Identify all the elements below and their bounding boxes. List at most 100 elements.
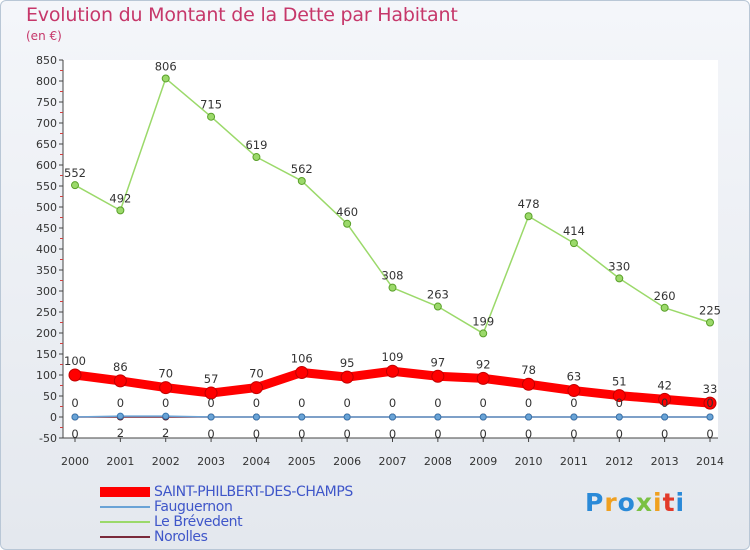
data-point: [207, 413, 215, 421]
data-point: [162, 412, 170, 420]
data-label: 70: [158, 367, 173, 381]
data-label: 478: [518, 197, 540, 211]
data-label: 63: [567, 370, 582, 384]
data-label: 0: [71, 396, 78, 410]
legend-label: Le Brévedent: [154, 513, 243, 530]
data-point: [615, 413, 623, 421]
y-tick-label: 350: [36, 264, 57, 277]
legend-swatch: [100, 486, 150, 497]
data-point: [207, 112, 216, 121]
data-point: [476, 371, 490, 385]
data-label: 106: [291, 351, 313, 365]
y-tick-label: 150: [36, 348, 57, 361]
data-point: [661, 413, 669, 421]
data-point: [569, 239, 578, 248]
data-label: 308: [382, 269, 404, 283]
chart-subtitle: (en €): [26, 29, 62, 43]
data-label: 806: [155, 59, 177, 73]
data-point: [116, 412, 124, 420]
data-point: [431, 369, 445, 383]
data-point: [525, 413, 533, 421]
x-tick-label: 2011: [560, 455, 588, 468]
data-point: [249, 381, 263, 395]
data-label: 0: [253, 396, 260, 410]
logo-letter: i: [675, 488, 686, 517]
proxiti-logo: Proxiti: [585, 488, 685, 517]
data-label: 2: [162, 426, 169, 440]
x-tick-label: 2001: [106, 455, 134, 468]
legend-item: Le Brévedent: [100, 513, 353, 530]
y-tick-label: 850: [36, 54, 57, 67]
data-label: 0: [343, 396, 350, 410]
data-label: 33: [703, 382, 718, 396]
data-label: 0: [162, 396, 169, 410]
data-label: 715: [200, 98, 222, 112]
data-label: 51: [612, 375, 627, 389]
x-tick-label: 2007: [379, 455, 407, 468]
data-label: 97: [431, 355, 446, 369]
data-point: [204, 386, 218, 400]
data-label: 78: [521, 363, 536, 377]
y-tick-label: 600: [36, 159, 57, 172]
data-label: 330: [608, 259, 630, 273]
data-point: [703, 396, 717, 410]
y-tick-label: 300: [36, 285, 57, 298]
y-tick-label: 700: [36, 117, 57, 130]
data-label: 0: [570, 427, 577, 441]
data-label: 0: [661, 396, 668, 410]
data-point: [343, 413, 351, 421]
legend-item: SAINT-PHILBERT-DES-CHAMPS: [100, 483, 353, 500]
data-point: [389, 413, 396, 421]
y-tick-label: 450: [36, 222, 57, 235]
data-label: 225: [699, 304, 721, 318]
legend-item: Fauguernon: [100, 499, 353, 515]
x-tick-label: 2013: [651, 455, 679, 468]
data-point: [161, 74, 170, 83]
line-chart: -500501001502002503003504004505005506006…: [36, 54, 724, 468]
logo-letter: r: [604, 488, 618, 517]
data-label: 42: [657, 378, 672, 392]
legend-label: Norolles: [154, 528, 208, 545]
x-tick-label: 2009: [469, 455, 497, 468]
data-label: 0: [616, 427, 623, 441]
data-label: 552: [64, 166, 86, 180]
data-label: 460: [336, 205, 358, 219]
data-point: [479, 329, 488, 338]
data-label: 260: [654, 289, 676, 303]
data-label: 414: [563, 224, 585, 238]
data-label: 619: [245, 138, 267, 152]
data-label: 0: [570, 396, 577, 410]
data-point: [388, 283, 397, 292]
data-point: [479, 413, 487, 421]
y-tick-label: 800: [36, 75, 57, 88]
legend-item: Norolles: [100, 528, 353, 545]
y-tick-label: -50: [39, 432, 57, 445]
logo-letter: t: [662, 488, 676, 517]
data-label: 562: [291, 162, 313, 176]
data-point: [295, 365, 309, 379]
data-label: 2: [117, 426, 124, 440]
data-label: 0: [298, 427, 305, 441]
legend-swatch: [100, 520, 150, 523]
data-point: [570, 413, 578, 421]
data-point: [522, 377, 536, 391]
data-label: 0: [525, 396, 532, 410]
y-tick-label: 200: [36, 327, 57, 340]
chart-legend: SAINT-PHILBERT-DES-CHAMPS Fauguernon Le Br…: [100, 483, 353, 545]
legend-swatch: [100, 505, 150, 508]
data-label: 70: [249, 367, 264, 381]
data-point: [567, 384, 581, 398]
x-tick-label: 2014: [696, 455, 724, 468]
data-point: [340, 370, 354, 384]
y-tick-label: 650: [36, 138, 57, 151]
data-label: 0: [117, 396, 124, 410]
data-label: 0: [706, 396, 713, 410]
data-point: [68, 368, 82, 382]
data-label: 0: [706, 427, 713, 441]
data-label: 0: [525, 427, 532, 441]
x-tick-label: 2003: [197, 455, 225, 468]
logo-letter: o: [617, 488, 636, 517]
data-label: 0: [207, 427, 214, 441]
chart-title: Evolution du Montant de la Dette par Hab…: [26, 4, 458, 26]
legend-label: SAINT-PHILBERT-DES-CHAMPS: [154, 483, 353, 500]
